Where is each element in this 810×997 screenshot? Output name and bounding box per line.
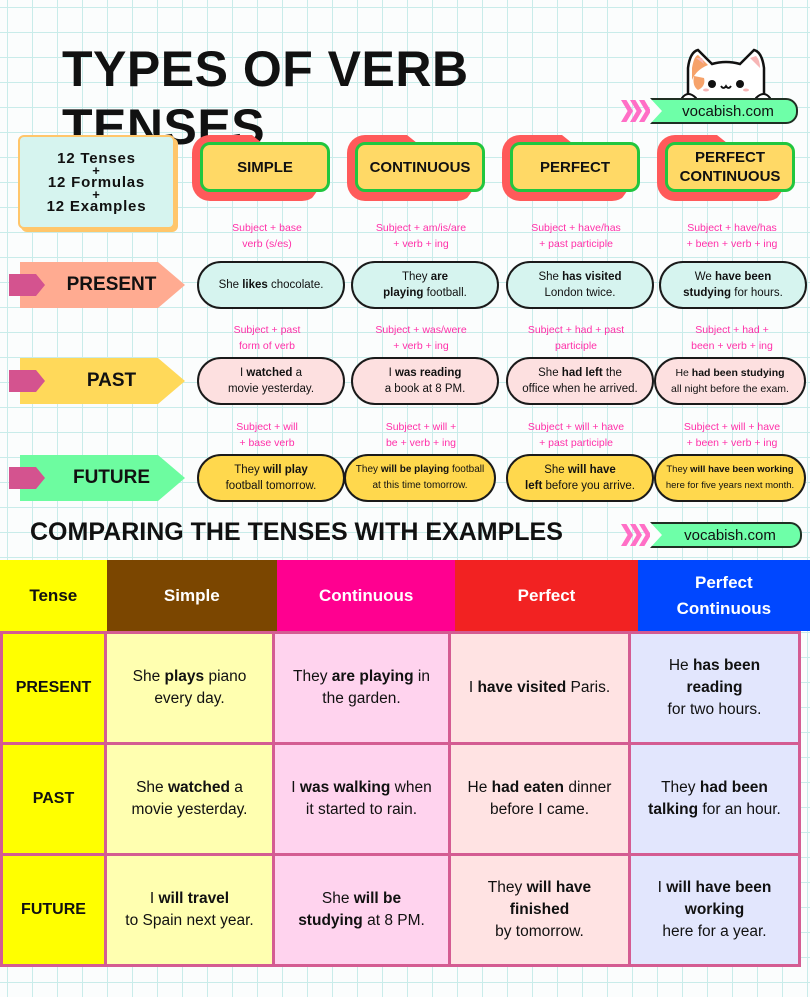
header-perfect: Perfect [455,560,638,631]
aspect-tile-perfect: PERFECT [502,135,642,201]
table-cell: They are playing in the garden. [272,631,451,745]
aspect-label-line: CONTINUOUS [679,168,781,185]
tense-arrow-present: PRESENT [9,262,185,308]
table-cell: She watched a movie yesterday. [104,742,275,856]
formula: Subject + will + have + past participle [527,421,625,449]
table-cell: She will be studying at 8 PM. [272,853,451,967]
summary-line: 12 Tenses [57,149,136,167]
tense-arrow-future: FUTURE [9,455,185,501]
brand-link[interactable]: vocabish.com [650,98,798,124]
plus-sign: + [92,186,101,202]
summary-box: 12 Tenses + 12 Formulas + 12 Examples [18,135,175,229]
section-title: COMPARING THE TENSES WITH EXAMPLES [30,518,563,546]
header-simple: Simple [106,560,277,631]
table-row: PAST She watched a movie yesterday. I was… [0,742,810,856]
formula: Subject + base verb (s/es) [232,222,302,250]
tense-label: PAST [20,358,185,404]
chevrons-icon [621,100,651,122]
brand-badge[interactable]: vocabish.com [621,98,798,124]
example-pill: He had been studying all night before the… [654,357,806,405]
header-tense: Tense [0,560,107,631]
formula: Subject + past form of verb [233,324,301,352]
arrow-tab-icon [9,370,45,392]
formula: Subject + had + past participle [527,324,625,352]
table-cell: I will travel to Spain next year. [104,853,275,967]
example-pill: I was reading a book at 8 PM. [351,357,499,405]
aspect-tile-simple: SIMPLE [192,135,332,201]
aspect-label: PERFECT [510,142,640,192]
page-title: TYPES OF VERB TENSES [62,41,469,155]
header-perfect-continuous: Perfect Continuous [637,560,810,631]
tense-label: FUTURE [20,455,185,501]
header-continuous: Continuous [276,560,456,631]
aspect-label-line: PERFECT [694,149,765,166]
summary-line: 12 Formulas [47,173,146,191]
aspect-label: CONTINUOUS [355,142,485,192]
example-pill: She likes chocolate. [197,261,345,309]
table-cell: He had eaten dinner before I came. [448,742,631,856]
formula: Subject + will + have + been + verb + ing [683,421,781,449]
table-row: PRESENT She plays piano every day. They a… [0,631,810,745]
example-pill: She has visited London twice. [506,261,654,309]
example-pill: She had left the office when he arrived. [506,357,654,405]
comparison-table: Tense Simple Continuous Perfect Perfect C… [0,560,810,967]
example-pill: They will play football tomorrow. [197,454,345,502]
table-cell: I will have been working here for a year. [628,853,801,967]
tense-label: PRESENT [20,262,185,308]
row-label: PAST [0,742,107,856]
aspect-tile-continuous: CONTINUOUS [347,135,487,201]
arrow-tab-icon [9,467,45,489]
example-pill: She will have left before you arrive. [506,454,654,502]
example-pill: We have been studying for hours. [659,261,807,309]
arrow-tab-icon [9,274,45,296]
formula: Subject + have/has + past participle [531,222,621,250]
table-cell: I was walking when it started to rain. [272,742,451,856]
brand-badge[interactable]: vocabish.com [621,522,802,548]
example-pill: They will have been working here for five… [654,454,806,502]
formula: Subject + was/were + verb + ing [375,324,467,352]
formula: Subject + had + been + verb + ing [691,324,773,352]
formula: Subject + will + be + verb + ing [385,421,457,449]
brand-link[interactable]: vocabish.com [650,522,802,548]
plus-sign: + [92,162,101,178]
example-pill: They are playing football. [351,261,499,309]
aspect-tile-perfect-continuous: PERFECT CONTINUOUS [657,135,797,201]
table-header: Tense Simple Continuous Perfect Perfect C… [0,560,810,631]
table-cell: She plays piano every day. [104,631,275,745]
chevrons-icon [621,524,651,546]
summary-line: 12 Examples [46,197,147,215]
table-cell: They will have finished by tomorrow. [448,853,631,967]
formula: Subject + am/is/are + verb + ing [375,222,467,250]
tense-arrow-past: PAST [9,358,185,404]
table-cell: He has been reading for two hours. [628,631,801,745]
example-pill: I watched a movie yesterday. [197,357,345,405]
aspect-label: SIMPLE [200,142,330,192]
aspect-label: PERFECT CONTINUOUS [665,142,795,192]
formula: Subject + have/has + been + verb + ing [686,222,778,250]
example-pill: They will be playing football at this tim… [344,454,496,502]
table-cell: They had been talking for an hour. [628,742,801,856]
formula: Subject + will + base verb [236,421,298,449]
row-label: FUTURE [0,853,107,967]
table-cell: I have visited Paris. [448,631,631,745]
table-row: FUTURE I will travel to Spain next year. … [0,853,810,967]
row-label: PRESENT [0,631,107,745]
